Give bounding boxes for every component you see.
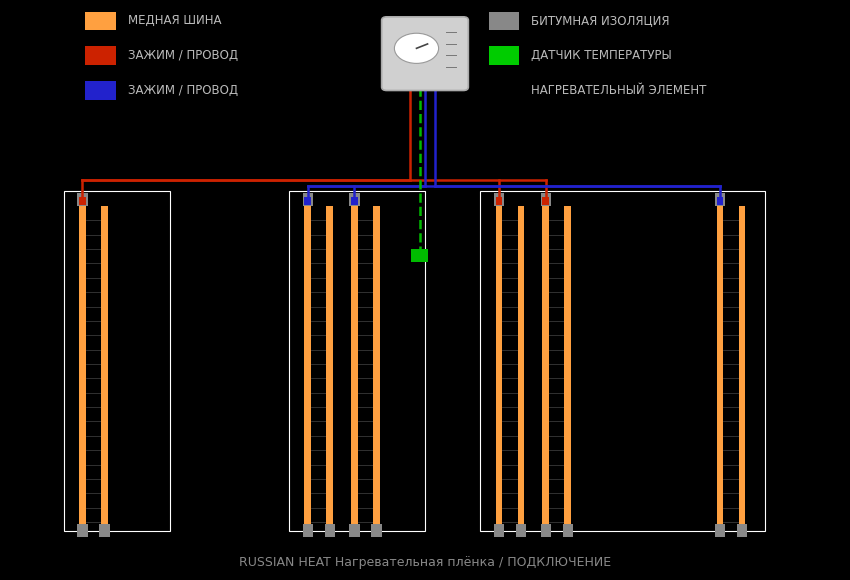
Text: БИТУМНАЯ ИЗОЛЯЦИЯ: БИТУМНАЯ ИЗОЛЯЦИЯ bbox=[531, 14, 670, 27]
Bar bbox=[516, 524, 526, 536]
Bar bbox=[77, 524, 88, 536]
Bar bbox=[289, 191, 425, 531]
Bar bbox=[480, 191, 765, 531]
Bar bbox=[349, 524, 360, 536]
Bar bbox=[79, 197, 86, 205]
Bar bbox=[349, 193, 360, 206]
Bar bbox=[494, 193, 504, 206]
Text: ДАТЧИК ТЕМПЕРАТУРЫ: ДАТЧИК ТЕМПЕРАТУРЫ bbox=[531, 49, 672, 62]
Bar bbox=[351, 197, 358, 205]
Bar bbox=[739, 206, 745, 531]
Text: НАГРЕВАТЕЛЬНЫЙ ЭЛЕМЕНТ: НАГРЕВАТЕЛЬНЫЙ ЭЛЕМЕНТ bbox=[531, 84, 706, 97]
Bar bbox=[411, 249, 428, 262]
Bar bbox=[373, 206, 380, 531]
Bar bbox=[541, 524, 551, 536]
Bar bbox=[79, 206, 86, 531]
Bar bbox=[563, 524, 573, 536]
Text: ЗАЖИМ / ПРОВОД: ЗАЖИМ / ПРОВОД bbox=[128, 49, 238, 62]
Bar bbox=[542, 197, 549, 205]
Bar bbox=[85, 46, 116, 65]
Bar bbox=[489, 12, 519, 30]
Bar bbox=[325, 524, 335, 536]
Bar bbox=[541, 193, 551, 206]
Bar bbox=[326, 206, 333, 531]
Bar bbox=[351, 206, 358, 531]
Bar bbox=[542, 206, 549, 531]
Bar bbox=[518, 206, 524, 531]
Bar bbox=[303, 193, 313, 206]
Text: МЕДНАЯ ШИНА: МЕДНАЯ ШИНА bbox=[128, 14, 221, 27]
Bar bbox=[303, 524, 313, 536]
Bar bbox=[489, 46, 519, 65]
Bar bbox=[85, 12, 116, 30]
Text: ЗАЖИМ / ПРОВОД: ЗАЖИМ / ПРОВОД bbox=[128, 84, 238, 97]
Bar bbox=[496, 197, 502, 205]
Bar bbox=[715, 524, 725, 536]
Bar bbox=[77, 193, 88, 206]
Bar bbox=[101, 206, 108, 531]
Bar bbox=[717, 197, 723, 205]
Bar bbox=[717, 206, 723, 531]
Bar bbox=[304, 206, 311, 531]
Circle shape bbox=[394, 33, 439, 63]
Bar bbox=[496, 206, 502, 531]
Bar bbox=[371, 524, 382, 536]
Bar bbox=[99, 524, 110, 536]
Bar bbox=[564, 206, 571, 531]
Bar bbox=[715, 193, 725, 206]
Bar bbox=[85, 81, 116, 100]
Text: RUSSIAN HEAT Нагревательная плёнка / ПОДКЛЮЧЕНИЕ: RUSSIAN HEAT Нагревательная плёнка / ПОД… bbox=[239, 556, 611, 569]
FancyBboxPatch shape bbox=[382, 17, 468, 90]
Bar bbox=[737, 524, 747, 536]
Bar bbox=[494, 524, 504, 536]
Bar bbox=[64, 191, 170, 531]
Bar bbox=[304, 197, 311, 205]
